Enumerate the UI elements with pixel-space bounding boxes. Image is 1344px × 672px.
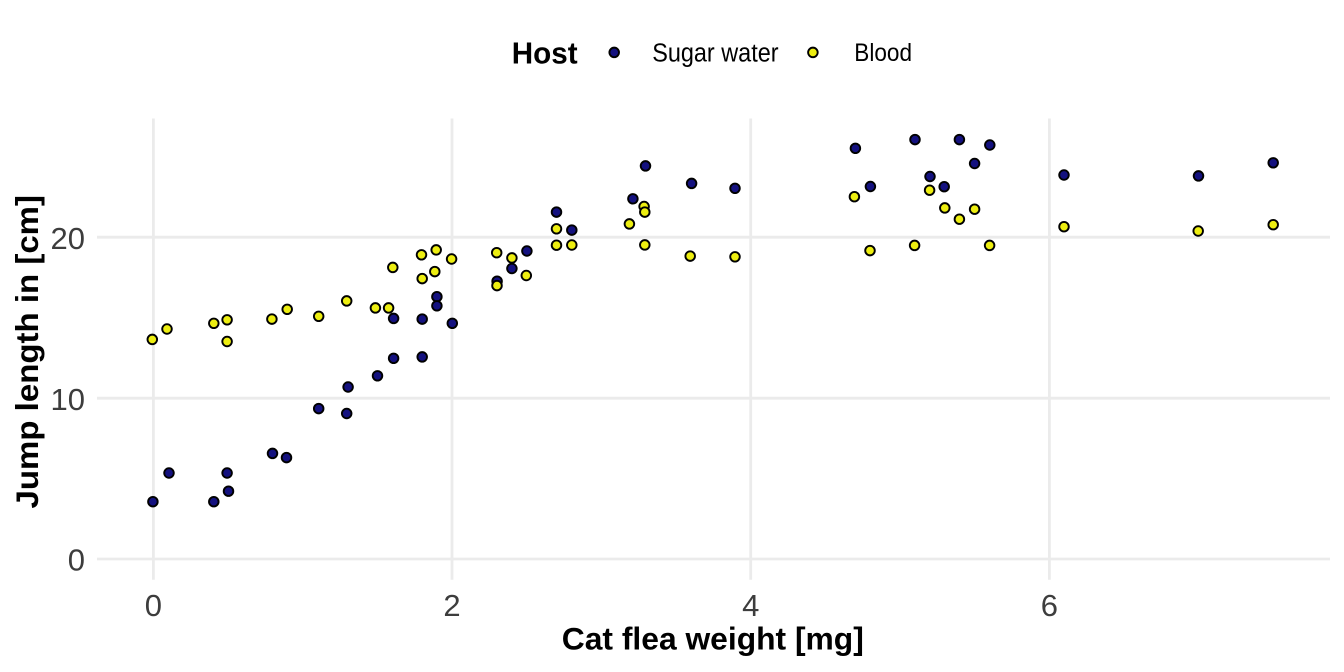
svg-text:6: 6: [1041, 588, 1058, 623]
svg-text:20: 20: [51, 221, 85, 256]
svg-text:Cat flea weight [mg]: Cat flea weight [mg]: [562, 621, 864, 657]
svg-text:0: 0: [145, 588, 162, 623]
svg-text:Host: Host: [512, 36, 578, 71]
svg-text:4: 4: [742, 588, 759, 623]
svg-text:2: 2: [443, 588, 460, 623]
svg-text:0: 0: [68, 543, 85, 578]
svg-text:10: 10: [51, 382, 85, 417]
svg-text:Sugar water: Sugar water: [652, 40, 779, 68]
svg-text:Blood: Blood: [854, 39, 912, 67]
svg-text:Jump length in [cm]: Jump length in [cm]: [9, 195, 45, 509]
